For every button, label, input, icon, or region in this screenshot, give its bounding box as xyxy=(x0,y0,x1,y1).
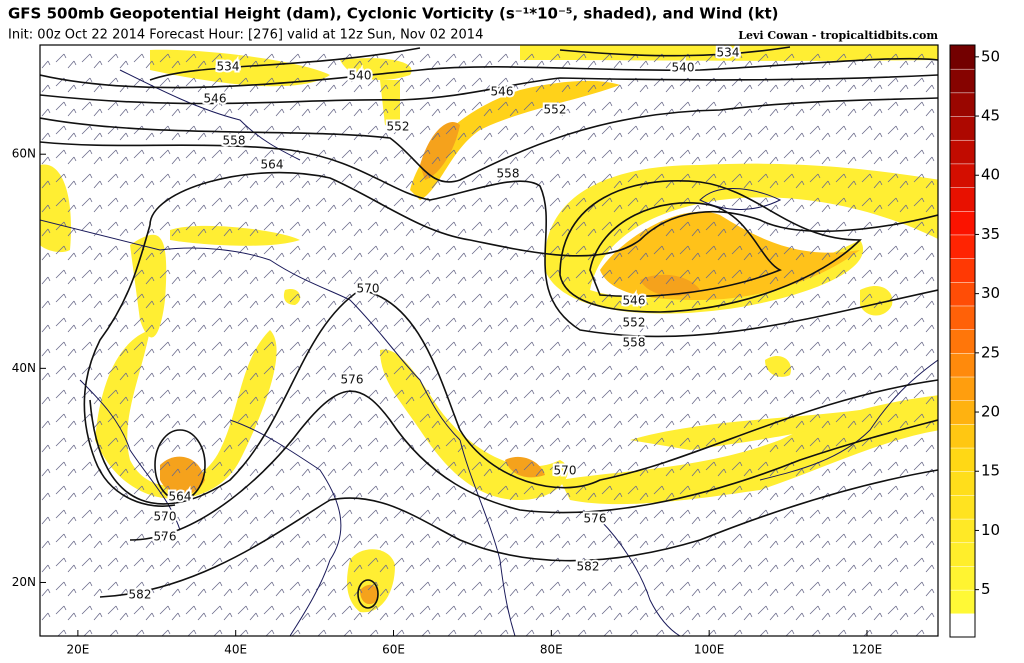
colorbar-swatch xyxy=(949,565,976,591)
colorbar-swatch xyxy=(949,139,976,165)
map-frame xyxy=(39,44,939,637)
colorbar-tick-label: 45 xyxy=(981,107,1000,125)
colorbar-swatch xyxy=(949,328,976,354)
x-tick-label: 60E xyxy=(382,643,405,657)
contour-label: 534 xyxy=(717,46,740,60)
colorbar-tick-label: 10 xyxy=(981,521,1000,539)
colorbar-tick-label: 40 xyxy=(981,166,1000,184)
colorbar-tick-label: 5 xyxy=(981,580,991,598)
contour-label: 546 xyxy=(204,92,227,106)
subtitle: Init: 00z Oct 22 2014 Forecast Hour: [27… xyxy=(8,28,483,43)
colorbar-swatch xyxy=(949,542,976,567)
x-tick-label: 80E xyxy=(540,643,563,657)
x-tick-label: 20E xyxy=(66,643,89,657)
colorbar-swatch xyxy=(949,470,976,496)
colorbar-tick-label: 30 xyxy=(981,284,1000,302)
contour-label: 546 xyxy=(491,85,514,99)
y-tick-label: 20N xyxy=(12,575,36,589)
colorbar-swatch xyxy=(949,257,976,283)
contour-label: 552 xyxy=(544,103,567,117)
contour-label: 576 xyxy=(341,373,364,387)
contour-label: 564 xyxy=(169,490,192,504)
colorbar-swatch xyxy=(949,518,976,544)
colorbar-tick-label: 15 xyxy=(981,462,1000,480)
contour-label: 564 xyxy=(261,158,284,172)
contour-labels: 534 540 546 552 558 564 570 576 546 552 558 540 534 5… xyxy=(127,45,742,604)
y-tick-label: 60N xyxy=(12,147,36,161)
contour-label: 552 xyxy=(623,316,646,330)
colorbar-frame xyxy=(949,44,976,638)
contour-label: 576 xyxy=(154,530,177,544)
colorbar-swatch xyxy=(949,376,976,401)
colorbar-swatch xyxy=(949,613,976,638)
contour-label: 570 xyxy=(554,464,577,478)
contour-label: 558 xyxy=(223,134,246,148)
y-tick-label: 40N xyxy=(12,361,36,375)
contour-label: 534 xyxy=(217,60,240,74)
contour-label: 582 xyxy=(577,560,600,574)
contour-label: 552 xyxy=(387,120,410,134)
x-tick-label: 120E xyxy=(852,643,883,657)
colorbar-swatch xyxy=(949,494,976,520)
credit: Levi Cowan - tropicaltidbits.com xyxy=(738,29,938,42)
contour-label: 546 xyxy=(623,294,646,308)
colorbar-swatch xyxy=(949,115,976,141)
colorbar-tick-label: 50 xyxy=(981,47,1000,65)
colorbar-tick-label: 35 xyxy=(981,225,1000,243)
colorbar-swatch xyxy=(949,399,976,425)
colorbar-swatch xyxy=(949,44,976,70)
colorbar-swatch xyxy=(949,234,976,259)
colorbar-swatch xyxy=(949,186,976,212)
colorbar-tick-label: 20 xyxy=(981,403,1000,421)
colorbar-swatch xyxy=(949,447,976,472)
colorbar-swatch xyxy=(949,352,976,378)
colorbar-swatch xyxy=(949,589,976,615)
colorbar-swatch xyxy=(949,68,976,94)
contour-label: 540 xyxy=(672,61,695,75)
contour-label: 558 xyxy=(623,336,646,350)
x-tick-label: 100E xyxy=(694,643,725,657)
colorbar-swatch xyxy=(949,423,976,449)
contour-label: 570 xyxy=(154,510,177,524)
wind-barbs xyxy=(40,45,938,636)
colorbar-swatch xyxy=(949,305,976,330)
colorbar-tick-label: 25 xyxy=(981,343,1000,361)
colorbar-swatch xyxy=(949,92,976,117)
height-contours xyxy=(40,46,938,609)
title: GFS 500mb Geopotential Height (dam), Cyc… xyxy=(8,5,779,23)
colorbar-swatch xyxy=(949,163,976,188)
colorbar-swatch xyxy=(949,210,976,236)
contour-label: 570 xyxy=(357,282,380,296)
colorbar: 5 10 15 20 25 30 35 40 45 50 xyxy=(949,44,1000,638)
contour-label: 558 xyxy=(497,167,520,181)
contour-label: 576 xyxy=(584,512,607,526)
contour-label: 582 xyxy=(129,588,152,602)
map-area: 534 540 546 552 558 564 570 576 546 552 558 540 534 5… xyxy=(40,45,938,636)
colorbar-swatch xyxy=(949,281,976,307)
x-tick-label: 40E xyxy=(224,643,247,657)
coastlines xyxy=(40,69,938,636)
contour-label: 540 xyxy=(349,69,372,83)
